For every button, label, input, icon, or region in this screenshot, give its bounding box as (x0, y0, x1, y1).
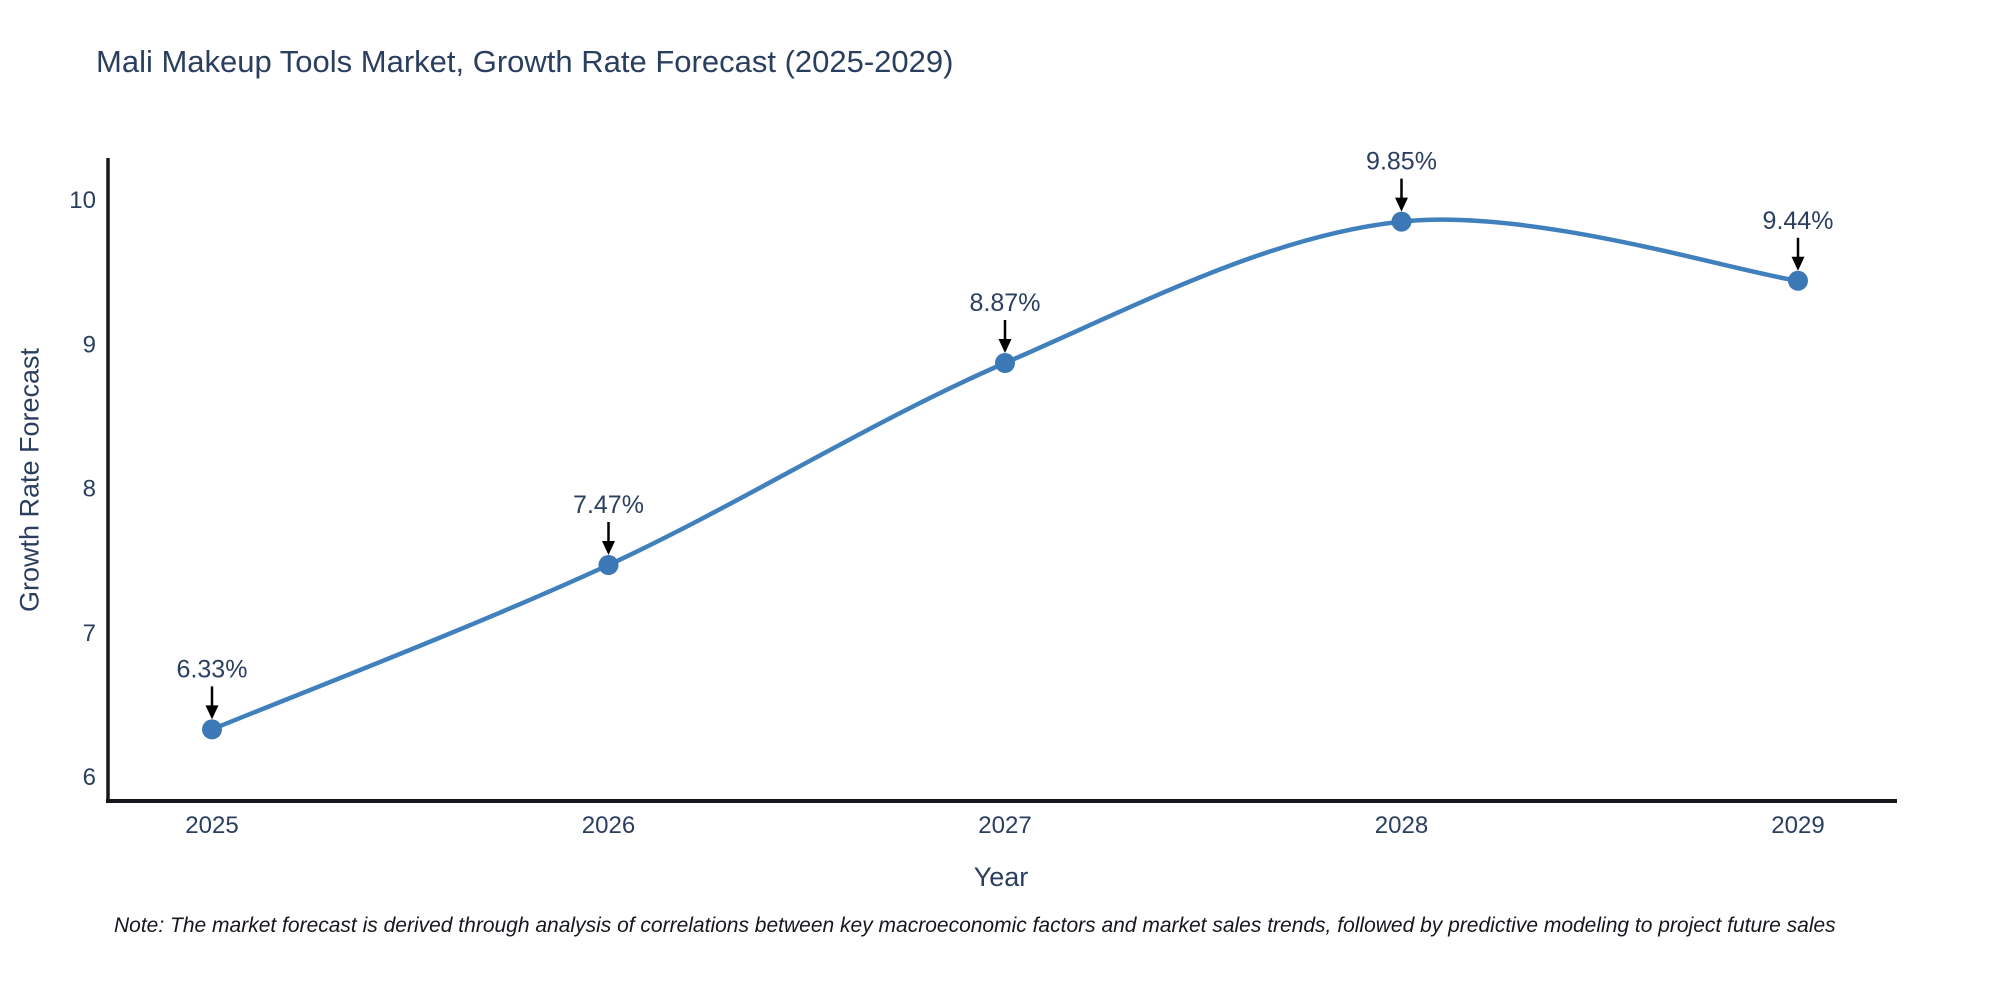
y-tick-label: 8 (83, 476, 96, 503)
x-tick-label: 2025 (185, 812, 238, 839)
data-point-marker[interactable] (598, 555, 619, 575)
x-tick-label: 2028 (1375, 812, 1428, 839)
point-annotation-label: 8.87% (970, 289, 1041, 317)
point-annotation-label: 7.47% (573, 491, 644, 519)
x-tick-label: 2029 (1771, 812, 1824, 839)
data-point-marker[interactable] (1788, 270, 1808, 291)
point-annotation-label: 6.33% (177, 655, 248, 683)
y-tick-label: 7 (83, 620, 96, 647)
footnote: Note: The market forecast is derived thr… (114, 914, 1836, 937)
annotation-arrowhead-icon (205, 705, 219, 720)
annotation-arrowhead-icon (602, 541, 615, 555)
annotation-arrowhead-icon (1791, 256, 1805, 271)
annotation-arrowhead-icon (1395, 197, 1408, 212)
x-axis-title: Year (973, 862, 1029, 892)
annotation-arrowhead-icon (998, 339, 1012, 353)
y-tick-label: 6 (83, 764, 96, 791)
x-tick-label: 2027 (978, 812, 1031, 839)
point-annotation-label: 9.85% (1366, 148, 1437, 176)
point-annotation-label: 9.44% (1763, 207, 1834, 235)
data-point-marker[interactable] (1391, 211, 1412, 232)
chart-title: Mali Makeup Tools Market, Growth Rate Fo… (96, 44, 954, 79)
data-point-marker[interactable] (995, 353, 1015, 373)
y-tick-label: 10 (69, 187, 96, 214)
x-tick-label: 2026 (582, 812, 635, 839)
data-point-marker[interactable] (202, 719, 222, 740)
y-tick-label: 9 (83, 331, 96, 358)
